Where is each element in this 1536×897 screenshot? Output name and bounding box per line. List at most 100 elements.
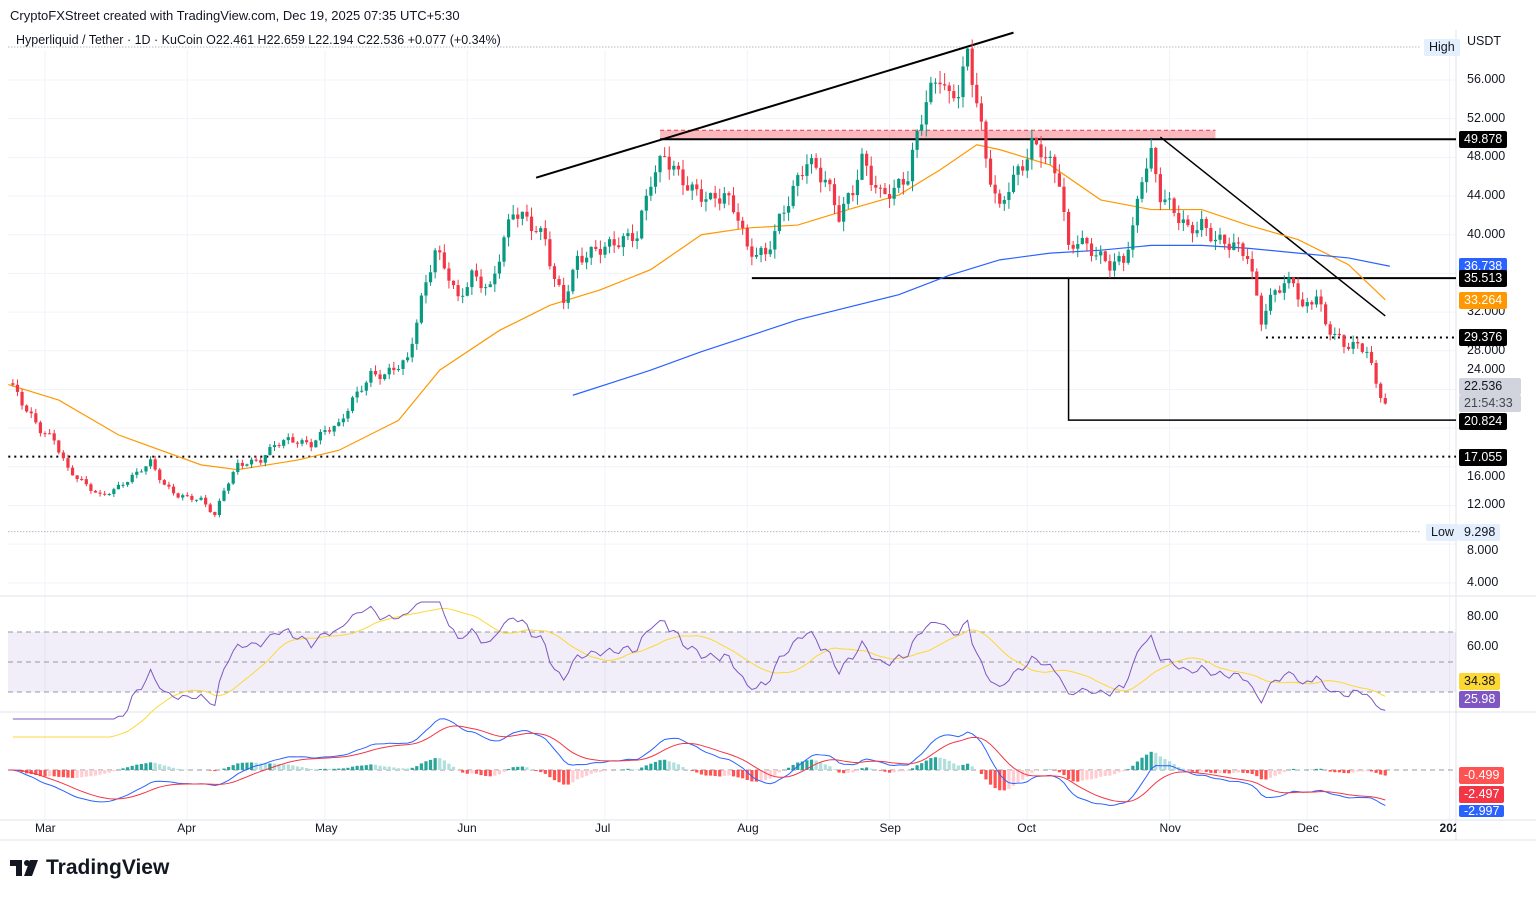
candle-body: [768, 249, 772, 255]
candle-body: [493, 273, 497, 285]
candle-body: [1324, 304, 1328, 325]
macd-histogram-bar: [1190, 770, 1195, 772]
macd-histogram-bar: [355, 765, 359, 770]
macd-histogram-bar: [1034, 770, 1039, 771]
time-axis-month: May: [314, 821, 338, 835]
candle-body: [249, 459, 254, 465]
macd-histogram-bar: [865, 767, 869, 770]
candle-body: [851, 193, 855, 196]
macd-histogram-bar: [493, 770, 497, 776]
candle-body: [745, 227, 749, 247]
macd-histogram-bar: [594, 770, 598, 773]
candle-body: [548, 239, 552, 267]
candle-body: [924, 102, 928, 125]
last-price-tag: 22.536: [1459, 378, 1521, 395]
currency-label[interactable]: USDT: [1467, 34, 1502, 48]
macd-histogram-bar: [80, 770, 84, 778]
macd-histogram-bar: [961, 764, 965, 770]
price-axis-tick: 24.000: [1467, 362, 1506, 376]
candle-body: [952, 91, 956, 99]
macd-histogram-bar: [1213, 770, 1218, 774]
macd-histogram-bar: [956, 765, 961, 770]
candle-body: [869, 165, 873, 185]
macd-histogram-bar: [34, 770, 38, 776]
low-tag: Low: [1426, 523, 1459, 541]
macd-histogram-bar: [621, 769, 625, 770]
macd-histogram-bar: [502, 770, 506, 772]
sma200-line: [572, 244, 1390, 396]
macd-histogram-bar: [1076, 770, 1080, 782]
candle-body: [1346, 346, 1351, 349]
candle-body: [901, 178, 905, 185]
candle-body: [1007, 192, 1011, 200]
macd-histogram-bar: [286, 764, 290, 770]
macd-histogram-bar: [943, 758, 947, 770]
macd-histogram-bar: [428, 759, 433, 770]
candle-body: [878, 187, 882, 189]
candle-body: [1383, 398, 1387, 404]
candle-body: [961, 66, 965, 98]
candle-body: [1048, 156, 1052, 158]
time-axis-month: 2026: [1439, 821, 1456, 835]
tradingview-logo[interactable]: TradingView: [10, 856, 169, 880]
macd-histogram-bar: [254, 762, 258, 770]
candle-body: [1310, 302, 1314, 305]
macd-histogram-bar: [580, 770, 584, 778]
candle-body: [1057, 173, 1061, 187]
candle-body: [442, 252, 446, 269]
candle-body: [1241, 243, 1245, 257]
candle-body: [933, 82, 938, 84]
macd-histogram-bar: [506, 768, 511, 770]
candle-body: [144, 466, 148, 472]
candle-body: [1154, 147, 1158, 175]
macd-histogram-bar: [805, 760, 809, 770]
candle-body: [1163, 199, 1167, 203]
macd-histogram-bar: [176, 768, 180, 770]
candle-body: [676, 165, 681, 170]
candle-body: [910, 149, 915, 182]
candle-body: [502, 237, 506, 262]
candle-body: [153, 459, 157, 470]
candle-body: [314, 440, 318, 448]
macd-histogram-bar: [773, 770, 777, 776]
candle-body: [695, 184, 699, 190]
price-axis-tick: 52.000: [1467, 110, 1506, 125]
macd-histogram-bar: [158, 764, 162, 770]
candle-body: [1209, 227, 1213, 242]
macd-histogram-bar: [383, 766, 387, 770]
candle-body: [428, 272, 433, 283]
candle-body: [713, 192, 717, 199]
macd-histogram-bar: [1369, 770, 1374, 772]
macd-histogram-bar: [447, 763, 451, 770]
candle-body: [116, 484, 121, 490]
macd-histogram-bar: [915, 765, 919, 770]
macd-histogram-bar: [1236, 770, 1240, 773]
macd-histogram-bar: [424, 761, 428, 770]
candle-body: [663, 156, 667, 158]
candle-body: [360, 390, 364, 392]
price-axis-tick: 12.000: [1467, 497, 1506, 512]
candle-body: [415, 322, 419, 344]
candle-body: [34, 413, 38, 423]
macd-histogram-bar: [341, 768, 345, 770]
macd-histogram-bar: [640, 767, 644, 770]
candle-body: [451, 280, 456, 286]
candle-body: [231, 472, 235, 484]
candle-body: [1245, 256, 1250, 259]
candle-body: [874, 184, 878, 188]
rsi-ma-tag: 34.38: [1459, 673, 1501, 690]
candle-body: [52, 433, 56, 441]
macd-histogram-bar: [984, 770, 988, 780]
macd-histogram-bar: [562, 770, 566, 785]
macd-histogram-bar: [240, 762, 244, 770]
candle-body: [1278, 290, 1282, 293]
candle-body: [1158, 174, 1162, 203]
candle-body: [736, 212, 740, 221]
candle-body: [373, 370, 378, 375]
candle-body: [217, 500, 222, 516]
macd-histogram-bar: [1145, 754, 1149, 770]
candle-body: [649, 186, 653, 196]
macd-histogram-bar: [438, 758, 442, 770]
macd-histogram-bar: [878, 770, 882, 771]
